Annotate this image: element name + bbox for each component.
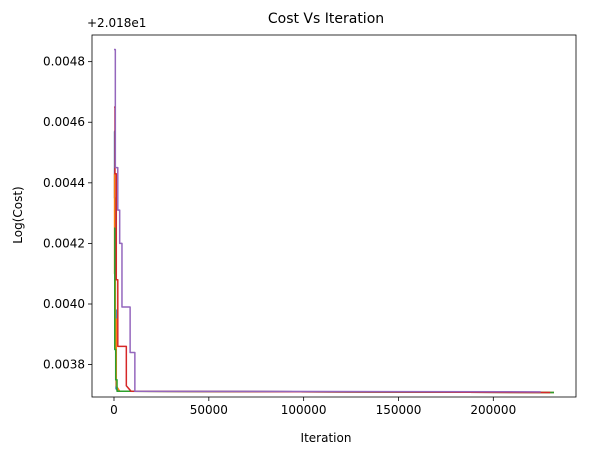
x-tick-label: 50000: [190, 403, 228, 417]
x-tick-label: 150000: [376, 403, 422, 417]
x-tick-label: 200000: [470, 403, 516, 417]
y-tick-label: 0.0048: [43, 55, 85, 69]
x-tick-label: 100000: [281, 403, 327, 417]
y-offset-text: +2.018e1: [87, 16, 146, 30]
series-line-5: [114, 48, 541, 393]
chart-title: Cost Vs Iteration: [268, 11, 384, 27]
plot-area: 0 50000 100000 150000 200000 0.0038 0.0040 0.00…: [43, 34, 577, 417]
y-axis-label: Log(Cost): [11, 186, 25, 243]
series-line-1: [113, 130, 555, 394]
y-tick-label: 0.0042: [43, 236, 85, 250]
axes-frame: [91, 34, 577, 398]
y-tick-label: 0.0044: [43, 176, 85, 190]
x-axis-label: Iteration: [301, 431, 352, 445]
y-tick-label: 0.0038: [43, 358, 85, 372]
series-line-3: [114, 227, 555, 394]
y-tick-label: 0.0046: [43, 115, 85, 129]
series-line-4: [114, 106, 551, 394]
x-tick-label: 0: [110, 403, 118, 417]
y-tick-label: 0.0040: [43, 297, 85, 311]
series-line-2: [113, 172, 555, 394]
